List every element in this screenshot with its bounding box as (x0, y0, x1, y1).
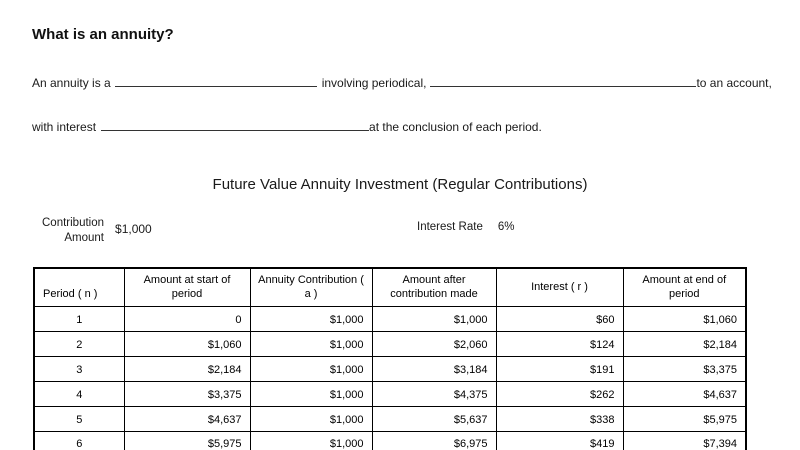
cell-annuity-contribution: $1,000 (249, 355, 373, 382)
cell-amount-after: $4,375 (371, 380, 497, 407)
cell-amount-end: $2,184 (622, 330, 747, 357)
cell-period: 3 (33, 355, 125, 382)
cell-period: 2 (33, 330, 125, 357)
contribution-label-line1: Contribution (42, 217, 105, 229)
contribution-amount-group: Contribution Amount $1,000 (42, 216, 152, 246)
cell-interest: $191 (495, 355, 624, 382)
cell-period: 4 (33, 380, 125, 407)
worksheet-heading: Future Value Annuity Investment (Regular… (212, 176, 588, 193)
table-row: 4 $3,375 $1,000 $4,375 $262 $4,637 (33, 380, 747, 407)
header-annuity-contribution: Annuity Contribution ( a ) (249, 267, 373, 307)
annuity-table: Period ( n ) Amount at start of period A… (33, 267, 747, 450)
cell-interest: $419 (495, 430, 624, 450)
blank-line (430, 74, 697, 87)
contribution-label-line2: Amount (64, 232, 105, 244)
table-header-row: Period ( n ) Amount at start of period A… (33, 267, 747, 307)
cell-annuity-contribution: $1,000 (249, 405, 373, 432)
blank-line (101, 118, 370, 131)
cell-annuity-contribution: $1,000 (249, 430, 373, 450)
cell-amount-start: $1,060 (123, 330, 251, 357)
table-row: 5 $4,637 $1,000 $5,637 $338 $5,975 (33, 405, 747, 432)
fill-in-sentence-1: An annuity is a involving periodical, to a… (32, 74, 794, 90)
sentence-text-run: involving periodical, (321, 76, 427, 90)
cell-amount-end: $3,375 (622, 355, 747, 382)
sentence-text-run: to an account, (696, 76, 772, 90)
interest-rate-group: Interest Rate 6% (417, 221, 514, 233)
table-row: 2 $1,060 $1,000 $2,060 $124 $2,184 (33, 330, 747, 357)
header-amount-start: Amount at start of period (123, 267, 251, 307)
cell-interest: $262 (495, 380, 624, 407)
header-interest: Interest ( r ) (495, 267, 624, 307)
cell-amount-start: 0 (123, 305, 251, 332)
contribution-amount-value: $1,000 (115, 222, 152, 236)
table-row: 1 0 $1,000 $1,000 $60 $1,060 (33, 305, 747, 332)
cell-annuity-contribution: $1,000 (249, 305, 373, 332)
sentence-text-run: An annuity is a (32, 76, 111, 90)
cell-amount-start: $5,975 (123, 430, 251, 450)
blank-line (114, 74, 317, 87)
cell-amount-end: $1,060 (622, 305, 747, 332)
cell-annuity-contribution: $1,000 (249, 380, 373, 407)
contribution-amount-label: Contribution Amount (42, 216, 104, 246)
header-amount-end: Amount at end of period (622, 267, 747, 307)
cell-interest: $60 (495, 305, 624, 332)
cell-amount-end: $7,394 (622, 430, 747, 450)
page-title: What is an annuity? (32, 26, 174, 43)
cell-interest: $338 (495, 405, 624, 432)
cell-period: 6 (33, 430, 125, 450)
cell-amount-end: $5,975 (622, 405, 747, 432)
cell-annuity-contribution: $1,000 (249, 330, 373, 357)
table-row: 3 $2,184 $1,000 $3,184 $191 $3,375 (33, 355, 747, 382)
cell-amount-start: $3,375 (123, 380, 251, 407)
cell-amount-after: $2,060 (371, 330, 497, 357)
cell-interest: $124 (495, 330, 624, 357)
table-row: 6 $5,975 $1,000 $6,975 $419 $7,394 (33, 430, 747, 450)
header-amount-after: Amount after contribution made (371, 267, 497, 307)
header-period: Period ( n ) (33, 267, 125, 307)
fill-in-sentence-2: with interest at the conclusion of each p… (32, 118, 794, 134)
sentence-text-run: at the conclusion of each period. (369, 120, 542, 134)
cell-amount-start: $4,637 (123, 405, 251, 432)
sentence-text-run: with interest (32, 120, 97, 134)
cell-amount-after: $6,975 (371, 430, 497, 450)
cell-amount-after: $3,184 (371, 355, 497, 382)
interest-rate-value: 6% (497, 221, 515, 233)
cell-period: 1 (33, 305, 125, 332)
cell-amount-after: $5,637 (371, 405, 497, 432)
cell-period: 5 (33, 405, 125, 432)
cell-amount-start: $2,184 (123, 355, 251, 382)
cell-amount-after: $1,000 (371, 305, 497, 332)
interest-rate-label: Interest Rate (417, 221, 483, 233)
cell-amount-end: $4,637 (622, 380, 747, 407)
